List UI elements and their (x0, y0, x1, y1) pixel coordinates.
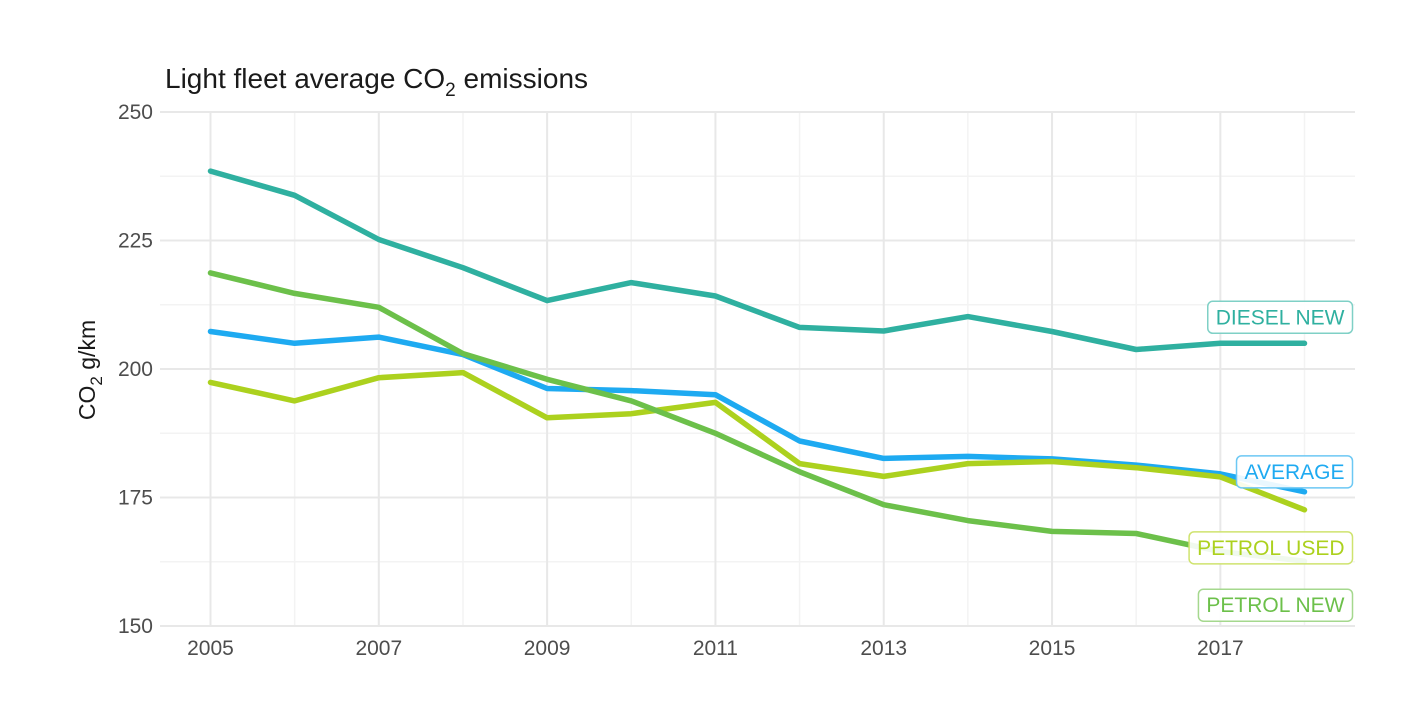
series-label-text: AVERAGE (1245, 461, 1345, 484)
series-lines (207, 168, 1308, 564)
series-label-diesel-new: DIESEL NEW (1207, 300, 1354, 335)
y-tick-label: 150 (118, 615, 153, 638)
y-tick-label: 225 (118, 230, 153, 253)
series-label-text: PETROL NEW (1206, 594, 1344, 617)
y-axis-label: CO2 g/km (74, 320, 106, 420)
x-tick-label: 2017 (1197, 637, 1244, 660)
x-tick-label: 2005 (187, 637, 234, 660)
series-line-petrol-used (207, 369, 1308, 513)
y-tick-label: 175 (118, 487, 153, 510)
series-line-petrol-new (207, 270, 1308, 564)
x-axis-ticks: 2005 2007 2009 2011 2013 2015 2017 (187, 637, 1244, 660)
series-labels: DIESEL NEW AVERAGE PETROL USED PETROL NEW (1188, 300, 1354, 622)
x-tick-label: 2007 (355, 637, 402, 660)
series-line-diesel-new (207, 168, 1308, 353)
series-label-text: PETROL USED (1197, 537, 1344, 560)
series-label-petrol-used: PETROL USED (1188, 531, 1354, 565)
x-tick-label: 2013 (860, 637, 907, 660)
series-label-box (1207, 300, 1354, 335)
series-label-average: AVERAGE (1235, 455, 1354, 489)
x-tick-label: 2009 (524, 637, 571, 660)
y-tick-label: 200 (118, 358, 153, 381)
x-tick-label: 2015 (1029, 637, 1076, 660)
y-axis-ticks: 150 175 200 225 250 (118, 101, 153, 638)
series-label-text: DIESEL NEW (1216, 306, 1345, 329)
series-label-box (1235, 455, 1354, 489)
series-label-box (1197, 588, 1354, 622)
chart-title: Light fleet average CO2 emissions (165, 63, 588, 101)
x-tick-label: 2011 (693, 637, 738, 660)
series-label-box (1188, 531, 1354, 565)
major-gridlines (160, 111, 1355, 627)
series-label-petrol-new: PETROL NEW (1197, 588, 1354, 622)
y-tick-label: 250 (118, 101, 153, 124)
